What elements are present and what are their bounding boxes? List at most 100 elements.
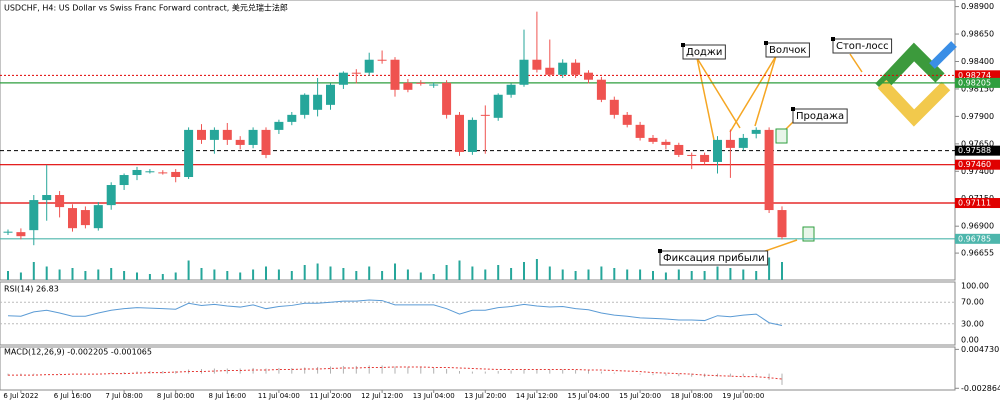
candle-body (132, 169, 142, 176)
x-tick-label: 13 Jul 04:00 (413, 392, 455, 400)
candle-body (725, 139, 735, 148)
candle-body (700, 154, 710, 162)
x-tick-label: 14 Jul 12:00 (516, 392, 558, 400)
x-tick-label: 15 Jul 04:00 (568, 392, 610, 400)
candle-body (184, 129, 194, 178)
candle-body (197, 129, 206, 140)
price-level-tag (955, 233, 1000, 244)
logo-yellow (877, 79, 951, 127)
y-tick-label: 0.97650 (961, 139, 994, 148)
y-tick-label: 0.98900 (961, 2, 994, 11)
arrow (696, 57, 741, 129)
candle-body (326, 84, 335, 105)
candle-body (506, 84, 516, 95)
rsi-line (7, 299, 783, 327)
x-tick-label: 8 Jul 00:00 (157, 392, 195, 400)
take-profit-marker (802, 226, 815, 242)
price-level-tag (955, 145, 1000, 156)
panel-title: MACD(12,26,9) -0.002205 -0.001065 (4, 348, 152, 357)
price-level-label: 0.98205 (958, 78, 991, 87)
arrow (849, 53, 863, 73)
annotation-anchor (658, 249, 662, 253)
y-tick-label: 0.00 (961, 336, 979, 345)
annotation-text: Продажа (796, 111, 844, 122)
candle-body (300, 94, 310, 115)
x-tick-label: 7 Jul 08:00 (105, 392, 143, 400)
arrow (729, 55, 777, 133)
y-tick-label: 0.98650 (961, 30, 994, 39)
candle-body (29, 200, 39, 231)
y-tick-label: 0.004730 (961, 345, 999, 354)
y-tick-label: 0.96655 (961, 249, 994, 258)
x-tick-label: 13 Jul 20:00 (464, 392, 506, 400)
candle-body (713, 139, 722, 162)
candle-body (235, 139, 245, 145)
candle-body (80, 210, 90, 226)
x-tick-label: 8 Jul 16:00 (209, 392, 247, 400)
candle-body (248, 129, 258, 145)
logo-green (875, 42, 945, 93)
candle-body (377, 59, 387, 61)
price-level-tag (955, 77, 1000, 88)
y-tick-label: 0.98150 (961, 84, 994, 93)
macd-panel (0, 346, 956, 391)
price-level-tag (955, 70, 1000, 81)
x-tick-label: 12 Jul 12:00 (361, 392, 403, 400)
annotation: Продажа (791, 107, 848, 124)
x-tick-label: 18 Jul 08:00 (671, 392, 713, 400)
candle-body (596, 79, 606, 100)
candle-body (171, 171, 181, 178)
x-tick-label: 11 Jul 20:00 (310, 392, 352, 400)
logo-blue (929, 41, 957, 69)
candle-body (545, 67, 555, 75)
candle-body (584, 72, 593, 80)
x-tick-label: 11 Jul 04:00 (258, 392, 300, 400)
candle-body (145, 171, 155, 173)
candle-body (442, 82, 452, 115)
annotation: Доджи (681, 43, 726, 60)
annotation-anchor (681, 43, 685, 47)
y-tick-label: 70.00 (961, 298, 984, 307)
arrow (754, 55, 777, 127)
candle-body (390, 59, 400, 90)
candle-body (519, 59, 529, 85)
candle-body (661, 141, 671, 145)
candle-body (635, 124, 645, 138)
arrow (696, 57, 715, 141)
y-tick-label: 0.97900 (961, 112, 994, 121)
candle-body (403, 82, 413, 90)
annotation-box (832, 38, 893, 54)
x-tick-label: 6 Jul 2022 (3, 392, 38, 400)
candle-body (338, 72, 348, 85)
annotation-text: Доджи (686, 47, 722, 58)
candle-body (429, 84, 439, 86)
candle-body (3, 231, 13, 233)
annotation-box (765, 42, 810, 58)
candle-body (42, 195, 52, 201)
candle-body (222, 129, 232, 140)
candle-body (93, 205, 103, 229)
candle-body (609, 99, 619, 115)
annotation: Волчок (764, 41, 810, 58)
candle-body (532, 59, 542, 70)
price-level-tag (955, 159, 1000, 170)
annotation-anchor (764, 41, 768, 45)
candle-body (158, 172, 168, 174)
candle-body (351, 72, 361, 74)
panel-title: RSI(14) 26.83 (4, 285, 59, 294)
x-tick-label: 15 Jul 20:00 (619, 392, 661, 400)
price-level-tag (955, 198, 1000, 209)
candle-body (558, 62, 568, 75)
annotation-box (682, 44, 726, 60)
candle-body (738, 137, 748, 148)
price-level-label: 0.98274 (958, 71, 991, 80)
x-tick-label: 19 Jul 00:00 (722, 392, 764, 400)
logo (875, 41, 957, 127)
candle-body (55, 195, 65, 208)
price-level-label: 0.97111 (958, 199, 991, 208)
price-level-label: 0.97588 (958, 146, 991, 155)
candle-body (687, 154, 697, 156)
candle-body (480, 114, 490, 116)
candle-body (751, 129, 761, 134)
